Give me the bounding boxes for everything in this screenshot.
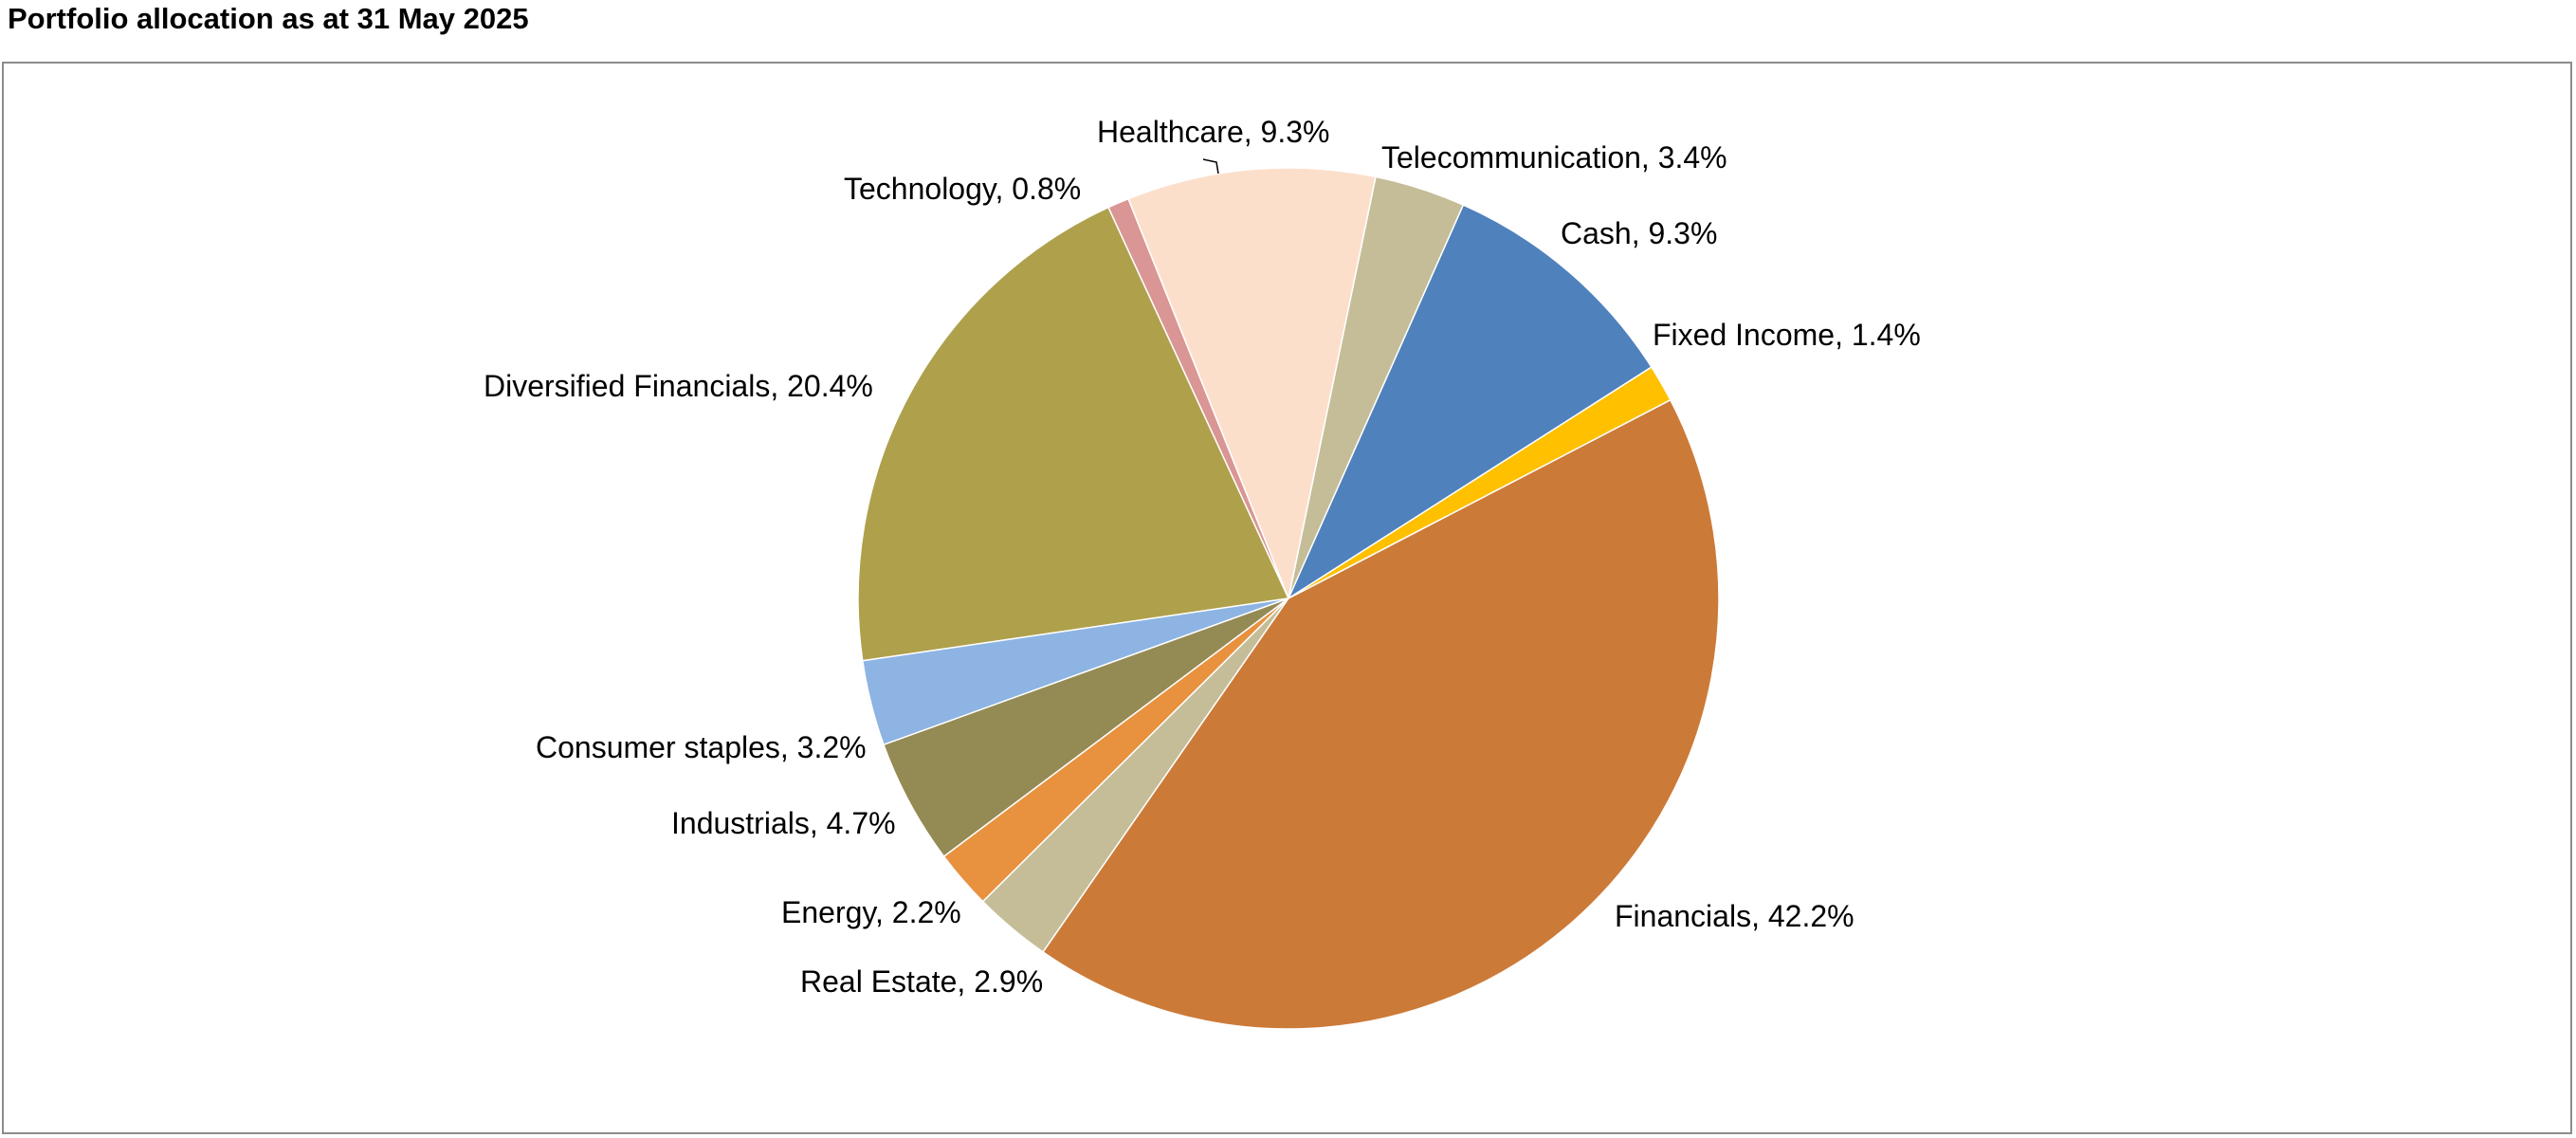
pie-slice-fixed-income [1288,366,1672,599]
pie-chart: Cash, 9.3% Telecommunication, 3.4% Healthc… [484,115,1921,1030]
leader-line-healthcare [1202,158,1219,174]
slice-label-diversified-financials: Diversified Financials, 20.4% [484,369,873,403]
leader-lines [1202,158,1219,174]
slice-label-industrials: Industrials, 4.7% [671,806,896,840]
slice-label-consumer-staples: Consumer staples, 3.2% [536,730,867,764]
slice-label-financials: Financials, 42.2% [1615,899,1854,933]
slice-label-real-estate: Real Estate, 2.9% [800,964,1043,999]
slice-label-energy: Energy, 2.2% [781,895,961,929]
page-title: Portfolio allocation as at 31 May 2025 [8,2,529,35]
pie-slice-cash [1287,204,1653,600]
pie-slice-financials [1042,398,1720,1030]
slice-labels: Cash, 9.3% Telecommunication, 3.4% Healthc… [484,115,1921,999]
pie-slices [857,167,1720,1030]
slice-label-technology: Technology, 0.8% [844,172,1081,206]
pie-slice-healthcare [1126,167,1377,601]
pie-slice-diversified-financials [857,206,1290,662]
slice-label-fixed-income: Fixed Income, 1.4% [1653,318,1921,352]
slice-label-healthcare: Healthcare, 9.3% [1097,115,1329,149]
slice-label-cash: Cash, 9.3% [1561,216,1717,250]
slice-label-telecommunication: Telecommunication, 3.4% [1381,140,1727,174]
